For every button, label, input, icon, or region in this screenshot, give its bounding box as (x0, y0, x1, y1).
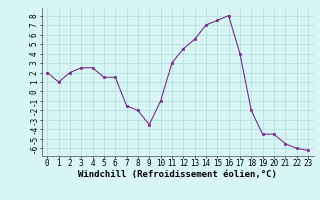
X-axis label: Windchill (Refroidissement éolien,°C): Windchill (Refroidissement éolien,°C) (78, 170, 277, 179)
